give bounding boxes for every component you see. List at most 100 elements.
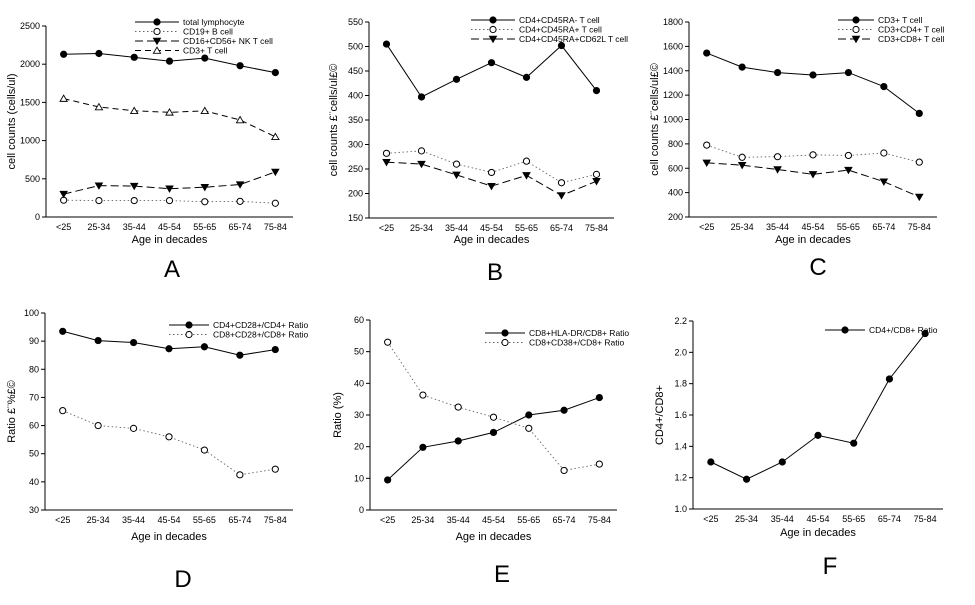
chart-f-xtick-label: 65-74 — [878, 514, 901, 524]
chart-e-data-point — [489, 413, 498, 421]
chart-b-legend-marker — [489, 16, 497, 24]
chart-d-data-point — [271, 345, 279, 354]
chart-a-data-point — [236, 197, 244, 205]
chart-a-legend-marker — [153, 27, 161, 36]
chart-a-series-cd3-t-cell — [59, 94, 280, 141]
chart-b-legend-entry: CD4+CD45RA+ T cell — [471, 25, 602, 35]
chart-d-xtick-label: 75-84 — [264, 515, 287, 525]
chart-b-ytick-label: 300 — [348, 140, 363, 150]
chart-d-ytick-label: 50 — [29, 449, 39, 459]
chart-a-ytick-label: 2500 — [20, 21, 40, 31]
chart-e-series-cd8-hla-dr-cd8-ratio — [384, 393, 603, 484]
chart-d-xtick-label: 25-34 — [87, 515, 110, 525]
chart-a-series-cd16-cd56-nk-t-cell — [59, 168, 280, 199]
chart-e-data-point — [454, 403, 462, 411]
chart-f-data-point — [921, 329, 929, 338]
chart-b-data-point — [557, 192, 566, 200]
chart-c-xtick-label: 75-84 — [908, 222, 931, 232]
chart-e-xtick-label: 65-74 — [553, 515, 576, 525]
chart-b-panel-label: B — [487, 259, 503, 286]
chart-d-data-point — [94, 336, 102, 345]
chart-d-series-line — [62, 410, 276, 476]
chart-f-xtick-label: 25-34 — [735, 514, 758, 524]
chart-c-data-point — [809, 151, 817, 159]
chart-f: 1.0 1.2 1.4 1.6 1.8 2.0 2.2 <25 25-34 35-44 45-54 5… — [654, 316, 943, 580]
chart-b-series-cd4-cd45ra-t-cell — [382, 40, 601, 101]
chart-a-ylabel: cell counts (cells/ul) — [6, 74, 18, 170]
chart-b-data-point — [522, 73, 531, 81]
chart-c-legend-marker — [851, 35, 861, 44]
chart-b-series-cd4-cd45ra-cd62l-t-cell — [382, 158, 601, 200]
chart-e-data-point — [560, 406, 568, 414]
chart-c-legend-entry: CD3+CD8+ T cell — [838, 34, 944, 44]
chart-e-xtick-label: 35-44 — [447, 515, 470, 525]
chart-e: 0 10 20 30 40 50 60 <25 25-34 35-44 45-54 55-65 65-7… — [332, 315, 629, 588]
chart-f-data-point — [742, 475, 751, 483]
chart-b-ytick-label: 550 — [348, 17, 363, 27]
chart-e-legend-entry: CD8+HLA-DR/CD8+ Ratio — [485, 328, 629, 338]
chart-f-ytick-label: 1.4 — [674, 441, 687, 451]
chart-a-data-point — [270, 132, 280, 141]
chart-b-ytick-label: 350 — [348, 115, 363, 125]
chart-d-legend-label: CD4+CD28+/CD4+ Ratio — [213, 320, 308, 330]
chart-a-panel-label: A — [164, 256, 180, 283]
chart-a-xtick-label: 35-44 — [123, 222, 146, 232]
chart-b-data-point — [452, 171, 461, 180]
chart-c-data-point — [915, 109, 923, 118]
chart-d-ylabel: Ratio £¨%£© — [6, 380, 18, 443]
chart-f-data-point — [850, 439, 858, 447]
chart-f-xtick-label: <25 — [703, 514, 718, 524]
chart-e-ytick-label: 60 — [354, 315, 364, 325]
chart-d-xtick-label: 45-54 — [157, 515, 180, 525]
chart-c-data-point — [738, 153, 746, 161]
chart-a-ytick-label: 500 — [25, 174, 40, 184]
chart-a-data-point — [60, 50, 68, 58]
chart-f-xlabel: Age in decades — [780, 527, 856, 539]
chart-a-series-cd19-b-cell — [60, 196, 279, 207]
chart-d-legend-marker — [185, 330, 193, 339]
chart-e-data-point — [525, 424, 533, 432]
chart-a-data-point — [235, 181, 245, 189]
chart-f-panel-label: F — [823, 553, 838, 580]
chart-d-data-point — [129, 424, 138, 432]
chart-c-xtick-label: 25-34 — [731, 222, 754, 232]
chart-c-data-point — [879, 178, 889, 186]
chart-d-data-point — [271, 465, 279, 473]
chart-d-data-point — [236, 351, 244, 359]
chart-c-ytick-label: 600 — [668, 163, 683, 173]
chart-d-legend-entry: CD8+CD28+/CD8+ Ratio — [169, 330, 308, 340]
chart-e-data-point — [384, 338, 392, 346]
chart-d-legend-marker — [185, 321, 193, 329]
chart-e-xtick-label: 75-84 — [588, 515, 611, 525]
chart-c-xtick-label: 65-74 — [872, 222, 895, 232]
chart-d-xlabel: Age in decades — [131, 531, 207, 543]
chart-c-ylabel: cell counts £¨cells/ul£© — [649, 63, 661, 176]
chart-e-legend-label: CD8+CD38+/CD8+ Ratio — [529, 338, 624, 348]
chart-a-data-point — [201, 198, 209, 206]
chart-e-data-point — [560, 466, 568, 475]
chart-a-data-point — [129, 106, 139, 115]
chart-d-xtick-label: <25 — [55, 515, 70, 525]
chart-c-data-point — [880, 149, 888, 157]
chart-a-data-point — [236, 62, 244, 70]
chart-b-legend-entry: CD4+CD45RA+CD62L T cell — [471, 34, 628, 44]
chart-e-series-cd8-cd38-cd8-ratio — [384, 338, 603, 475]
chart-c-data-point — [702, 159, 712, 167]
chart-c-xtick-label: 35-44 — [766, 222, 789, 232]
chart-e-ytick-label: 40 — [354, 378, 364, 388]
chart-f-ytick-label: 1.8 — [674, 379, 687, 389]
chart-c-data-point — [844, 151, 853, 160]
chart-f-ytick-label: 1.2 — [674, 473, 687, 483]
chart-b-data-point — [487, 168, 496, 177]
chart-c-series-line — [706, 162, 920, 198]
chart-a-data-point — [271, 199, 279, 207]
chart-a-series-line — [63, 98, 276, 138]
chart-a-legend-entry: CD19+ B cell — [135, 27, 233, 37]
chart-c-data-point — [844, 68, 853, 77]
chart-e-data-point — [595, 460, 603, 468]
chart-e-data-point — [419, 443, 427, 451]
chart-b-data-point — [592, 170, 601, 178]
chart-b-xtick-label: 45-54 — [480, 223, 503, 233]
chart-a-data-point — [271, 168, 280, 177]
chart-c-legend-marker — [852, 25, 860, 34]
